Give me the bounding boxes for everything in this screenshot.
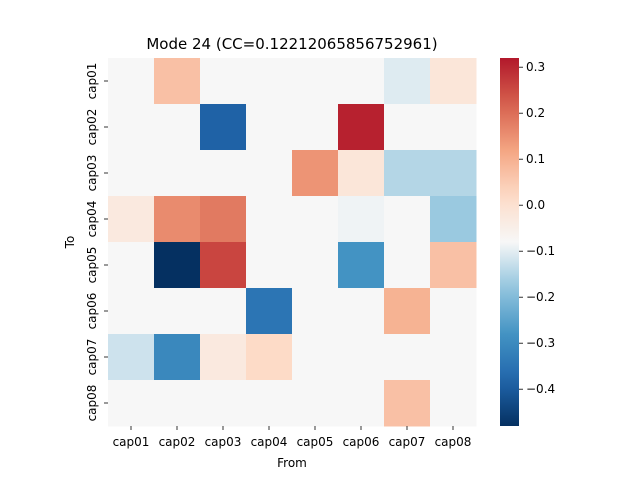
colorbar: [500, 58, 519, 426]
heatmap-cell: [200, 380, 247, 427]
x-tick-label: cap08: [435, 435, 472, 449]
x-axis-label: From: [277, 456, 307, 470]
heatmap-cell: [384, 334, 431, 381]
heatmap-cell: [246, 104, 293, 151]
x-tick-label: cap03: [205, 435, 242, 449]
y-tick-label: cap03: [85, 155, 99, 192]
colorbar-tick-label: 0.2: [526, 106, 545, 120]
x-tick-label: cap01: [113, 435, 150, 449]
heatmap-cell: [338, 104, 385, 151]
heatmap-cell: [246, 150, 293, 197]
heatmap-cell: [430, 58, 477, 105]
heatmap-cell: [108, 58, 155, 105]
colorbar-tick-label: −0.1: [526, 244, 555, 258]
x-tick-label: cap06: [343, 435, 380, 449]
colorbar-tick-label: −0.3: [526, 336, 555, 350]
heatmap-cell: [430, 288, 477, 335]
heatmap-cell: [200, 334, 247, 381]
heatmap-cell: [200, 196, 247, 243]
heatmap-cell: [246, 196, 293, 243]
y-axis-label: To: [63, 236, 77, 250]
heatmap-cell: [338, 380, 385, 427]
y-tick-label: cap05: [85, 247, 99, 284]
heatmap-cell: [200, 58, 247, 105]
y-tick-label: cap04: [85, 201, 99, 238]
heatmap-cell: [384, 380, 431, 427]
heatmap-cell: [430, 334, 477, 381]
heatmap-cell: [246, 288, 293, 335]
heatmap-cell: [154, 104, 201, 151]
heatmap-cell: [200, 150, 247, 197]
heatmap-cell: [384, 196, 431, 243]
heatmap-cells: [108, 58, 477, 427]
heatmap-cell: [430, 196, 477, 243]
heatmap-cell: [154, 196, 201, 243]
colorbar-tick-label: 0.0: [526, 198, 545, 212]
x-tick-label: cap07: [389, 435, 426, 449]
heatmap-cell: [430, 380, 477, 427]
heatmap-cell: [154, 334, 201, 381]
colorbar-tick-label: 0.1: [526, 152, 545, 166]
heatmap-cell: [292, 380, 339, 427]
heatmap-cell: [384, 242, 431, 289]
heatmap-cell: [292, 242, 339, 289]
heatmap-cell: [246, 58, 293, 105]
y-tick-label: cap01: [85, 63, 99, 100]
colorbar-tick-label: −0.4: [526, 382, 555, 396]
colorbar-tick-label: −0.2: [526, 290, 555, 304]
heatmap-cell: [338, 288, 385, 335]
heatmap-cell: [200, 288, 247, 335]
y-tick-label: cap08: [85, 385, 99, 422]
heatmap-cell: [246, 380, 293, 427]
x-tick-label: cap04: [251, 435, 288, 449]
heatmap-cell: [108, 334, 155, 381]
heatmap-cell: [384, 104, 431, 151]
heatmap-cell: [108, 380, 155, 427]
heatmap-cell: [154, 242, 201, 289]
chart-title: Mode 24 (CC=0.12212065856752961): [146, 35, 437, 53]
heatmap-cell: [292, 104, 339, 151]
colorbar-ticks: −0.4 −0.3 −0.2 −0.1 0.0 0.1 0.2 0.3: [519, 60, 555, 396]
heatmap-cell: [154, 150, 201, 197]
heatmap-cell: [108, 288, 155, 335]
heatmap-cell: [292, 196, 339, 243]
heatmap-cell: [338, 150, 385, 197]
heatmap-cell: [430, 150, 477, 197]
heatmap-cell: [338, 196, 385, 243]
x-tick-label: cap02: [159, 435, 196, 449]
heatmap-cell: [246, 334, 293, 381]
heatmap-cell: [154, 288, 201, 335]
x-tick-label: cap05: [297, 435, 334, 449]
x-axis-ticks: cap01 cap02 cap03 cap04 cap05 cap06 cap07 cap08: [113, 426, 472, 449]
heatmap-cell: [246, 242, 293, 289]
heatmap-cell: [292, 150, 339, 197]
heatmap-cell: [384, 288, 431, 335]
y-axis-ticks: cap01 cap02 cap03 cap04 cap05 cap06 cap07 cap08: [85, 63, 108, 422]
heatmap-cell: [430, 242, 477, 289]
heatmap-cell: [200, 242, 247, 289]
heatmap-cell: [338, 58, 385, 105]
heatmap-cell: [200, 104, 247, 151]
heatmap-cell: [108, 150, 155, 197]
heatmap-cell: [292, 334, 339, 381]
heatmap-cell: [292, 288, 339, 335]
heatmap-cell: [384, 150, 431, 197]
heatmap-cell: [430, 104, 477, 151]
heatmap-cell: [338, 242, 385, 289]
colorbar-tick-label: 0.3: [526, 60, 545, 74]
y-tick-label: cap06: [85, 293, 99, 330]
heatmap-cell: [108, 104, 155, 151]
heatmap-cell: [108, 242, 155, 289]
heatmap-cell: [292, 58, 339, 105]
heatmap-cell: [338, 334, 385, 381]
heatmap-cell: [154, 58, 201, 105]
heatmap-cell: [108, 196, 155, 243]
y-tick-label: cap02: [85, 109, 99, 146]
heatmap-cell: [154, 380, 201, 427]
y-tick-label: cap07: [85, 339, 99, 376]
heatmap-cell: [384, 58, 431, 105]
